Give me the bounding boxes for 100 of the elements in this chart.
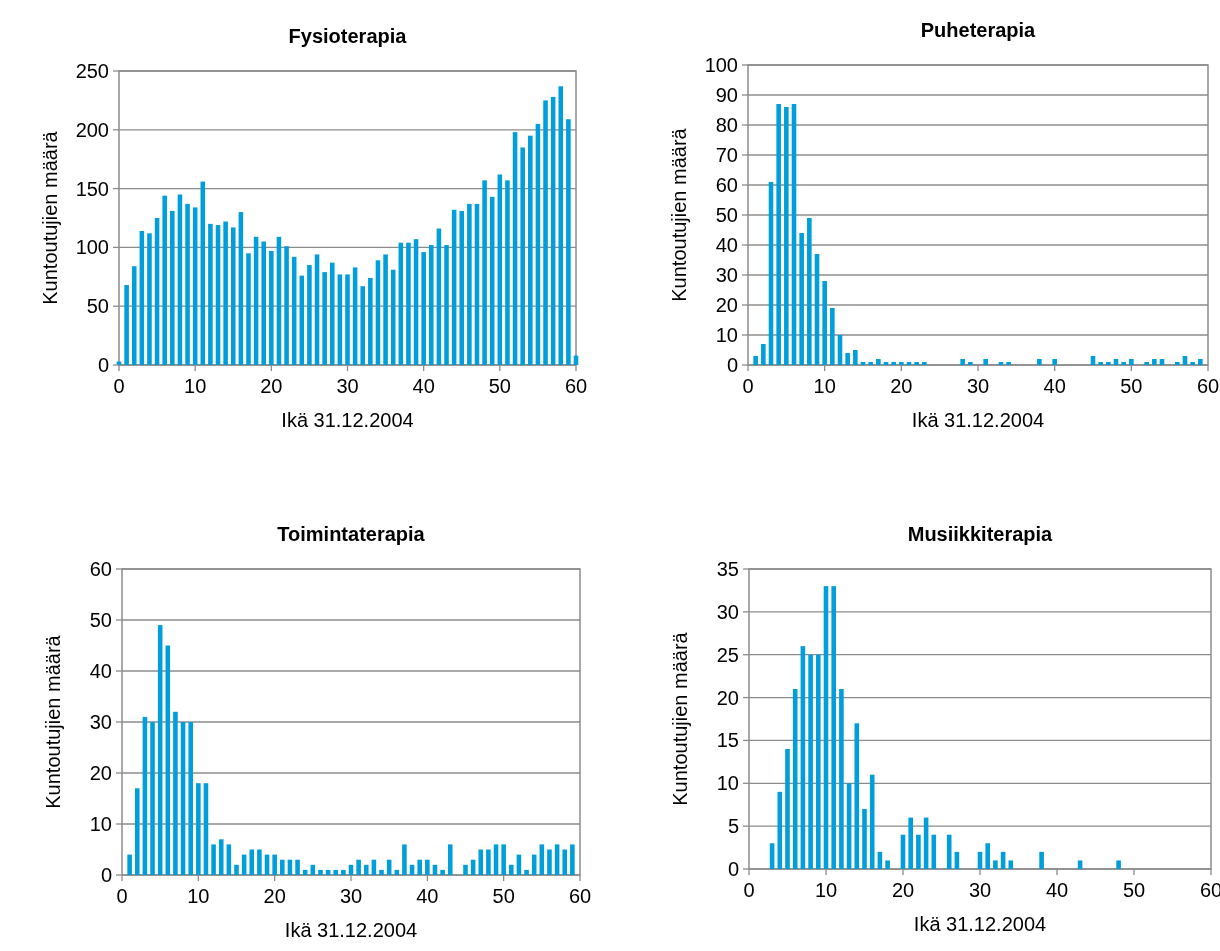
x-tick-label: 10 xyxy=(184,375,207,397)
x-tick-label: 50 xyxy=(1120,375,1143,397)
y-tick-label: 5 xyxy=(727,815,739,838)
bar xyxy=(528,135,533,365)
bar xyxy=(486,849,491,875)
bar xyxy=(547,849,552,875)
bar xyxy=(162,195,167,365)
bar xyxy=(822,281,827,365)
bar xyxy=(150,722,155,875)
y-tick-label: 100 xyxy=(704,54,738,76)
bar xyxy=(831,586,837,869)
bar xyxy=(885,860,890,869)
bar xyxy=(1006,362,1011,365)
bar xyxy=(463,864,468,875)
y-tick-label: 30 xyxy=(715,264,738,286)
x-tick-label: 10 xyxy=(187,885,210,907)
bar xyxy=(383,254,388,365)
bar xyxy=(985,843,991,869)
bar xyxy=(444,245,449,365)
y-tick-label: 0 xyxy=(100,864,112,886)
bar xyxy=(406,242,411,365)
y-tick-label: 30 xyxy=(716,600,739,623)
bar xyxy=(777,791,783,869)
y-axis-title: Kuntoutujien määrä xyxy=(39,130,61,305)
bar xyxy=(899,362,904,365)
bar xyxy=(421,252,426,365)
bar xyxy=(960,359,965,365)
bar xyxy=(753,356,758,365)
chart-title: Fysioterapia xyxy=(288,25,408,47)
bar xyxy=(808,654,813,869)
x-tick-label: 40 xyxy=(1045,879,1069,901)
x-tick-label: 0 xyxy=(742,375,754,397)
x-tick-label: 30 xyxy=(966,375,990,397)
bar xyxy=(830,308,835,365)
bar xyxy=(295,859,300,875)
bar xyxy=(520,147,525,365)
bar xyxy=(993,860,998,869)
bar xyxy=(200,181,206,365)
y-tick-label: 70 xyxy=(715,144,738,166)
bar xyxy=(467,203,472,365)
bar xyxy=(230,227,236,365)
y-tick-label: 200 xyxy=(75,118,109,141)
bar xyxy=(891,362,896,365)
bar xyxy=(234,864,239,875)
bar xyxy=(839,689,844,869)
bar xyxy=(1077,860,1083,869)
bar xyxy=(946,834,952,869)
y-tick-label: 25 xyxy=(716,643,739,666)
bar xyxy=(188,722,193,875)
bar xyxy=(862,809,867,869)
y-tick-label: 20 xyxy=(716,686,739,709)
bar xyxy=(543,100,548,365)
bar xyxy=(356,859,361,875)
bar xyxy=(1121,362,1126,365)
bar xyxy=(854,723,860,869)
bar xyxy=(799,233,804,365)
bar xyxy=(792,689,798,869)
y-tick-label: 0 xyxy=(726,354,738,376)
bar xyxy=(558,86,564,365)
y-tick-label: 20 xyxy=(89,762,112,784)
bar xyxy=(922,362,927,365)
y-tick-label: 15 xyxy=(716,729,739,752)
x-tick-label: 60 xyxy=(564,375,588,397)
x-tick-label: 20 xyxy=(890,375,913,397)
y-tick-label: 90 xyxy=(715,84,738,106)
y-tick-label: 0 xyxy=(727,858,739,880)
bar xyxy=(478,849,484,875)
bar xyxy=(868,362,873,365)
y-tick-label: 60 xyxy=(89,558,112,580)
y-tick-label: 50 xyxy=(89,609,112,631)
x-tick-label: 10 xyxy=(813,375,836,397)
x-tick-label: 30 xyxy=(336,375,359,397)
bar xyxy=(1190,362,1195,365)
bar xyxy=(524,869,529,875)
bar xyxy=(379,869,384,875)
bar xyxy=(261,241,266,365)
bar xyxy=(134,788,140,875)
bar xyxy=(845,353,850,365)
x-tick-label: 50 xyxy=(492,885,515,907)
bar xyxy=(318,869,323,875)
bar xyxy=(284,246,289,365)
bar xyxy=(916,834,921,869)
bar xyxy=(131,266,137,365)
x-axis-title: Ikä 31.12.2004 xyxy=(284,919,418,941)
bar xyxy=(185,203,190,365)
x-tick-label: 50 xyxy=(1122,879,1146,901)
bar xyxy=(368,277,373,365)
x-tick-label: 10 xyxy=(814,879,838,901)
bar xyxy=(869,774,875,869)
bar xyxy=(417,859,422,875)
bar xyxy=(440,869,445,875)
x-tick-label: 40 xyxy=(1043,375,1066,397)
bar xyxy=(785,749,790,869)
x-axis-title: Ikä 31.12.2004 xyxy=(281,409,414,431)
bar xyxy=(429,245,434,365)
bar xyxy=(482,180,487,365)
chart-title: Puheterapia xyxy=(920,19,1037,41)
bar xyxy=(360,286,366,365)
bar xyxy=(223,221,228,365)
bar xyxy=(914,362,919,365)
